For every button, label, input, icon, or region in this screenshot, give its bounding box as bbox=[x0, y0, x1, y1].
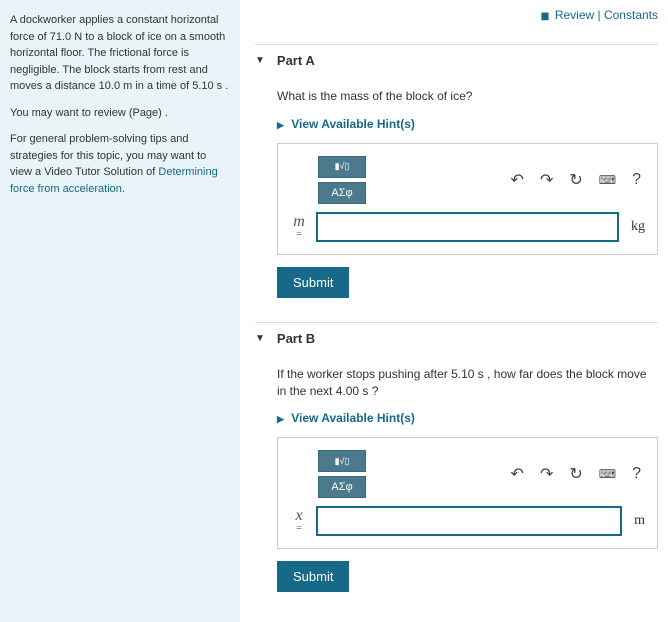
part-b-body: If the worker stops pushing after 5.10 s… bbox=[255, 354, 658, 613]
tips-suffix: . bbox=[122, 183, 125, 195]
part-b-input-row: x = m bbox=[290, 506, 645, 536]
part-b-variable: x = bbox=[290, 508, 308, 534]
greek-button[interactable]: ΑΣφ bbox=[318, 182, 366, 204]
problem-text: A dockworker applies a constant horizont… bbox=[10, 12, 230, 95]
part-b-toolbar: ▮√▯ ΑΣφ ↶ ↷ ↻ ⌨ ? bbox=[290, 450, 645, 498]
constants-link[interactable]: Constants bbox=[604, 8, 658, 22]
part-b-question: If the worker stops pushing after 5.10 s… bbox=[277, 366, 658, 400]
hints-label: View Available Hint(s) bbox=[291, 117, 415, 131]
part-a-question: What is the mass of the block of ice? bbox=[277, 88, 658, 105]
problem-sidebar: A dockworker applies a constant horizont… bbox=[0, 0, 240, 622]
chevron-right-icon: ▶ bbox=[277, 120, 284, 130]
redo-icon[interactable]: ↷ bbox=[540, 170, 553, 190]
part-b-answer-box: ▮√▯ ΑΣφ ↶ ↷ ↻ ⌨ ? x = bbox=[277, 437, 658, 549]
review-link[interactable]: Review bbox=[555, 8, 594, 22]
review-icon: ▮▮ bbox=[540, 11, 547, 22]
help-icon[interactable]: ? bbox=[632, 171, 641, 189]
tips-text: For general problem-solving tips and str… bbox=[10, 131, 230, 197]
greek-button[interactable]: ΑΣφ bbox=[318, 476, 366, 498]
review-text: You may want to review (Page) . bbox=[10, 105, 230, 122]
part-a-answer-input[interactable] bbox=[316, 212, 619, 242]
reset-icon[interactable]: ↻ bbox=[569, 170, 582, 190]
collapse-icon: ▼ bbox=[255, 333, 265, 344]
links-sep: | bbox=[594, 8, 604, 22]
part-b-answer-input[interactable] bbox=[316, 506, 622, 536]
keyboard-icon[interactable]: ⌨ bbox=[599, 467, 616, 481]
template-button[interactable]: ▮√▯ bbox=[318, 156, 366, 178]
sqrt-icon: ▮√▯ bbox=[335, 161, 350, 172]
part-a-header[interactable]: ▼ Part A bbox=[255, 44, 658, 76]
keyboard-icon[interactable]: ⌨ bbox=[599, 173, 616, 187]
part-a-unit: kg bbox=[631, 219, 645, 235]
part-a-body: What is the mass of the block of ice? ▶ … bbox=[255, 76, 658, 318]
part-b-submit-button[interactable]: Submit bbox=[277, 561, 349, 592]
main-panel: ▮▮ Review | Constants ▼ Part A What is t… bbox=[240, 0, 668, 622]
part-a-input-row: m = kg bbox=[290, 212, 645, 242]
collapse-icon: ▼ bbox=[255, 55, 265, 66]
part-a-variable: m = bbox=[290, 214, 308, 240]
undo-icon[interactable]: ↶ bbox=[511, 464, 524, 484]
part-b-title: Part B bbox=[277, 331, 315, 346]
part-a-title: Part A bbox=[277, 53, 315, 68]
chevron-right-icon: ▶ bbox=[277, 414, 284, 424]
part-b-header[interactable]: ▼ Part B bbox=[255, 322, 658, 354]
sqrt-icon: ▮√▯ bbox=[335, 456, 350, 467]
part-a-toolbar: ▮√▯ ΑΣφ ↶ ↷ ↻ ⌨ ? bbox=[290, 156, 645, 204]
redo-icon[interactable]: ↷ bbox=[540, 464, 553, 484]
template-button[interactable]: ▮√▯ bbox=[318, 450, 366, 472]
top-links: ▮▮ Review | Constants bbox=[255, 0, 658, 40]
part-a-answer-box: ▮√▯ ΑΣφ ↶ ↷ ↻ ⌨ ? m = bbox=[277, 143, 658, 255]
undo-icon[interactable]: ↶ bbox=[511, 170, 524, 190]
part-b-unit: m bbox=[634, 513, 645, 529]
hints-label: View Available Hint(s) bbox=[291, 411, 415, 425]
part-a-hints-toggle[interactable]: ▶ View Available Hint(s) bbox=[277, 117, 658, 131]
reset-icon[interactable]: ↻ bbox=[569, 464, 582, 484]
equals-sign: = bbox=[290, 230, 308, 240]
equals-sign: = bbox=[290, 524, 308, 534]
help-icon[interactable]: ? bbox=[632, 465, 641, 483]
part-a-submit-button[interactable]: Submit bbox=[277, 267, 349, 298]
part-b-hints-toggle[interactable]: ▶ View Available Hint(s) bbox=[277, 411, 658, 425]
